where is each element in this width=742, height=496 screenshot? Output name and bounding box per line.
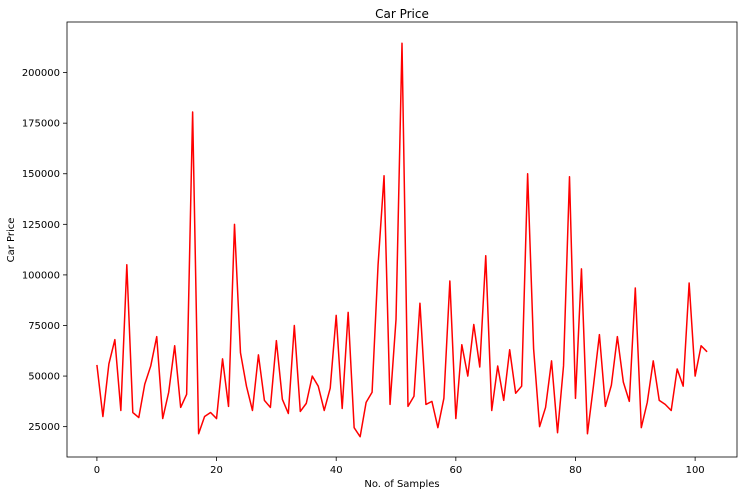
x-tick-label: 100 [686, 465, 705, 476]
y-axis-ticks: 25000 50000 75000 100000 125000 150000 175000 2… [22, 68, 67, 433]
x-axis-ticks: 0 20 40 60 80 100 [94, 457, 705, 476]
x-tick-label: 40 [330, 465, 343, 476]
x-axis-label: No. of Samples [364, 479, 439, 490]
x-tick-label: 60 [449, 465, 462, 476]
x-tick-label: 0 [94, 465, 100, 476]
y-tick-label: 50000 [28, 372, 60, 383]
y-tick-label: 175000 [22, 119, 60, 130]
y-tick-label: 150000 [22, 169, 60, 180]
y-axis-label: Car Price [6, 218, 17, 263]
x-tick-label: 20 [210, 465, 223, 476]
y-tick-label: 200000 [22, 68, 60, 79]
y-tick-label: 100000 [22, 270, 60, 281]
car-price-series-line [96, 42, 708, 438]
y-tick-label: 125000 [22, 220, 60, 231]
y-tick-label: 75000 [28, 321, 60, 332]
chart-title: Car Price [375, 7, 429, 21]
x-tick-label: 80 [569, 465, 582, 476]
y-tick-label: 25000 [28, 422, 60, 433]
plot-frame [66, 21, 738, 458]
